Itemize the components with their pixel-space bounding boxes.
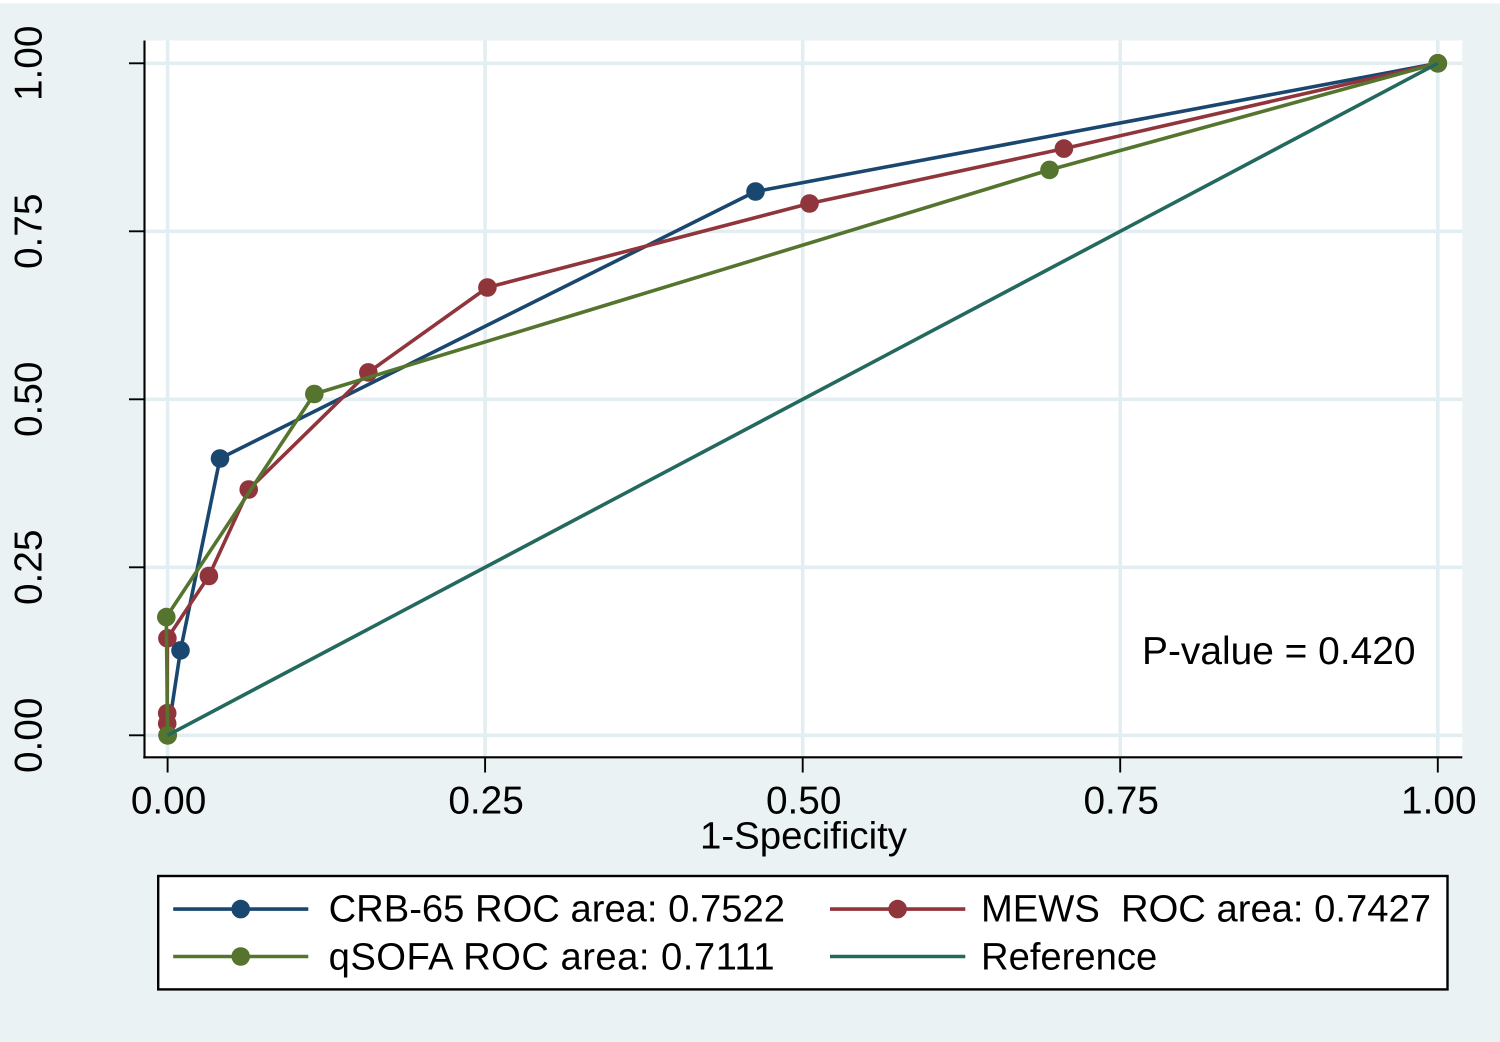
svg-text:CRB-65 ROC area: 0.7522: CRB-65 ROC area: 0.7522 bbox=[329, 888, 785, 931]
svg-text:0.25: 0.25 bbox=[7, 530, 50, 606]
svg-text:P-value = 0.420: P-value = 0.420 bbox=[1142, 630, 1416, 673]
svg-text:1-Specificity: 1-Specificity bbox=[700, 815, 908, 858]
svg-text:0.00: 0.00 bbox=[7, 698, 50, 774]
svg-text:0.50: 0.50 bbox=[766, 780, 842, 823]
svg-text:0.75: 0.75 bbox=[1083, 780, 1159, 823]
svg-text:0.00: 0.00 bbox=[131, 780, 207, 823]
svg-text:0.25: 0.25 bbox=[448, 780, 524, 823]
svg-text:0.50: 0.50 bbox=[7, 362, 50, 438]
svg-text:0.75: 0.75 bbox=[7, 194, 50, 270]
svg-text:qSOFA ROC area: 0.7111: qSOFA ROC area: 0.7111 bbox=[329, 936, 775, 979]
svg-text:MEWS ROC area: 0.7427: MEWS ROC area: 0.7427 bbox=[981, 888, 1431, 931]
svg-text:1.00: 1.00 bbox=[1401, 780, 1477, 823]
svg-text:Reference: Reference bbox=[981, 936, 1157, 979]
svg-text:1.00: 1.00 bbox=[7, 26, 50, 102]
